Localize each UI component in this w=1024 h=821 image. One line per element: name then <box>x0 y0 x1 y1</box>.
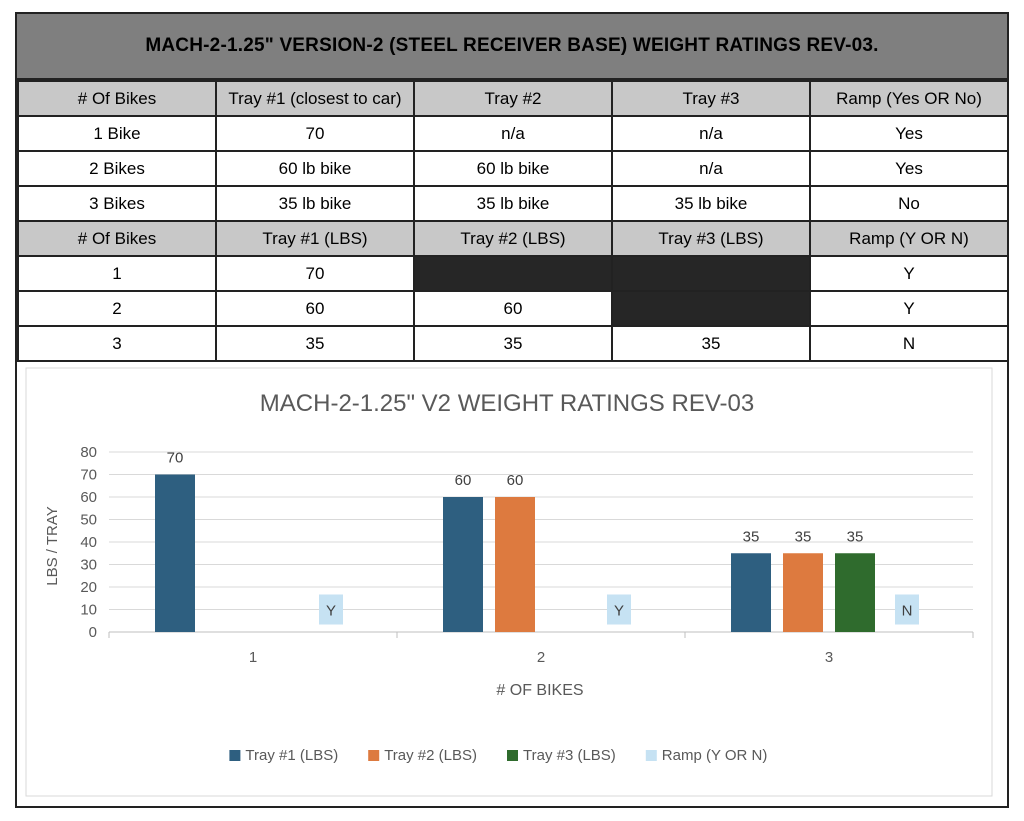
blacked-out-cell <box>611 290 811 327</box>
ramp-data-label: Y <box>614 603 624 620</box>
bar-data-label: 60 <box>455 472 472 489</box>
table-header-row: # Of Bikes Tray #1 (closest to car) Tray… <box>17 80 1009 117</box>
header-cell: Ramp (Y OR N) <box>809 220 1009 257</box>
y-tick-label: 50 <box>80 512 97 529</box>
table-cell: 35 lb bike <box>413 185 613 222</box>
table-cell: 70 <box>215 255 415 292</box>
ramp-data-label: Y <box>326 603 336 620</box>
table-row: 1 Bike 70 n/a n/a Yes <box>17 115 1009 152</box>
bar-data-label: 35 <box>847 528 864 545</box>
table-cell: 60 lb bike <box>413 150 613 187</box>
header-cell: Tray #2 (LBS) <box>413 220 613 257</box>
table-cell: 1 <box>17 255 217 292</box>
x-axis-title: # OF BIKES <box>496 682 583 699</box>
table-cell: 35 <box>215 325 415 362</box>
bar <box>443 497 483 632</box>
table-cell: 60 <box>413 290 613 327</box>
y-tick-label: 80 <box>80 444 97 461</box>
ratings-sheet: MACH-2-1.25" VERSION-2 (STEEL RECEIVER B… <box>15 12 1009 808</box>
header-cell: Tray #3 (LBS) <box>611 220 811 257</box>
table-cell: Yes <box>809 150 1009 187</box>
y-tick-label: 10 <box>80 602 97 619</box>
table-cell: 60 lb bike <box>215 150 415 187</box>
bar <box>783 553 823 632</box>
bar-data-label: 35 <box>795 528 812 545</box>
legend-swatch <box>507 750 518 761</box>
bar-data-label: 35 <box>743 528 760 545</box>
sheet-title: MACH-2-1.25" VERSION-2 (STEEL RECEIVER B… <box>17 14 1007 80</box>
table-cell: Y <box>809 255 1009 292</box>
header-cell: Tray #1 (LBS) <box>215 220 415 257</box>
table-cell: 1 Bike <box>17 115 217 152</box>
header-cell: Tray #3 <box>611 80 811 117</box>
bar-data-label: 60 <box>507 472 524 489</box>
table-cell: 70 <box>215 115 415 152</box>
blacked-out-cell <box>413 255 613 292</box>
table-header-row: # Of Bikes Tray #1 (LBS) Tray #2 (LBS) T… <box>17 220 1009 257</box>
table-cell: N <box>809 325 1009 362</box>
legend-swatch <box>368 750 380 761</box>
ramp-marker <box>319 594 343 625</box>
y-tick-label: 40 <box>80 534 97 551</box>
y-axis-title: LBS / TRAY <box>44 506 61 585</box>
table-cell: Yes <box>809 115 1009 152</box>
x-tick-label: 2 <box>537 649 545 666</box>
table-cell: 35 lb bike <box>215 185 415 222</box>
y-tick-label: 60 <box>80 489 97 506</box>
header-cell: Ramp (Yes OR No) <box>809 80 1009 117</box>
y-tick-label: 70 <box>80 467 97 484</box>
table-row: 2 60 60 Y <box>17 290 1009 327</box>
ratings-table-description: # Of Bikes Tray #1 (closest to car) Tray… <box>17 80 1009 222</box>
legend-label: Ramp (Y OR N) <box>662 747 768 764</box>
ratings-table-numeric: # Of Bikes Tray #1 (LBS) Tray #2 (LBS) T… <box>17 220 1009 362</box>
legend-swatch <box>229 750 241 761</box>
table-row: 3 35 35 35 N <box>17 325 1009 362</box>
y-tick-label: 0 <box>89 624 97 641</box>
legend-swatch <box>645 750 657 761</box>
header-cell: Tray #2 <box>413 80 613 117</box>
table-cell: 2 Bikes <box>17 150 217 187</box>
bar <box>731 553 771 632</box>
table-cell: n/a <box>611 150 811 187</box>
chart-svg: MACH-2-1.25" V2 WEIGHT RATINGS REV-03 LB… <box>25 367 993 797</box>
chart-title: MACH-2-1.25" V2 WEIGHT RATINGS REV-03 <box>260 390 754 417</box>
table-row: 1 70 Y <box>17 255 1009 292</box>
legend-label: Tray #3 (LBS) <box>523 747 616 764</box>
x-tick-label: 3 <box>825 649 833 666</box>
y-tick-label: 30 <box>80 557 97 574</box>
ramp-data-label: N <box>902 603 913 620</box>
table-cell: n/a <box>413 115 613 152</box>
header-cell: Tray #1 (closest to car) <box>215 80 415 117</box>
table-row: 2 Bikes 60 lb bike 60 lb bike n/a Yes <box>17 150 1009 187</box>
x-tick-label: 1 <box>249 649 257 666</box>
table-cell: 60 <box>215 290 415 327</box>
legend-label: Tray #2 (LBS) <box>384 747 477 764</box>
table-cell: 3 Bikes <box>17 185 217 222</box>
ramp-marker <box>607 594 631 625</box>
bar <box>495 497 535 632</box>
y-tick-label: 20 <box>80 579 97 596</box>
table-cell: n/a <box>611 115 811 152</box>
table-row: 3 Bikes 35 lb bike 35 lb bike 35 lb bike… <box>17 185 1009 222</box>
table-cell: 2 <box>17 290 217 327</box>
table-cell: 35 <box>413 325 613 362</box>
header-cell: # Of Bikes <box>17 220 217 257</box>
table-cell: 35 <box>611 325 811 362</box>
legend-label: Tray #1 (LBS) <box>245 747 338 764</box>
table-cell: 3 <box>17 325 217 362</box>
weight-ratings-chart: MACH-2-1.25" V2 WEIGHT RATINGS REV-03 LB… <box>17 362 1007 806</box>
table-cell: 35 lb bike <box>611 185 811 222</box>
table-cell: No <box>809 185 1009 222</box>
header-cell: # Of Bikes <box>17 80 217 117</box>
ramp-marker <box>895 594 919 625</box>
bar <box>155 474 195 632</box>
bar <box>835 553 875 632</box>
bar-data-label: 70 <box>167 450 184 467</box>
table-cell: Y <box>809 290 1009 327</box>
blacked-out-cell <box>611 255 811 292</box>
